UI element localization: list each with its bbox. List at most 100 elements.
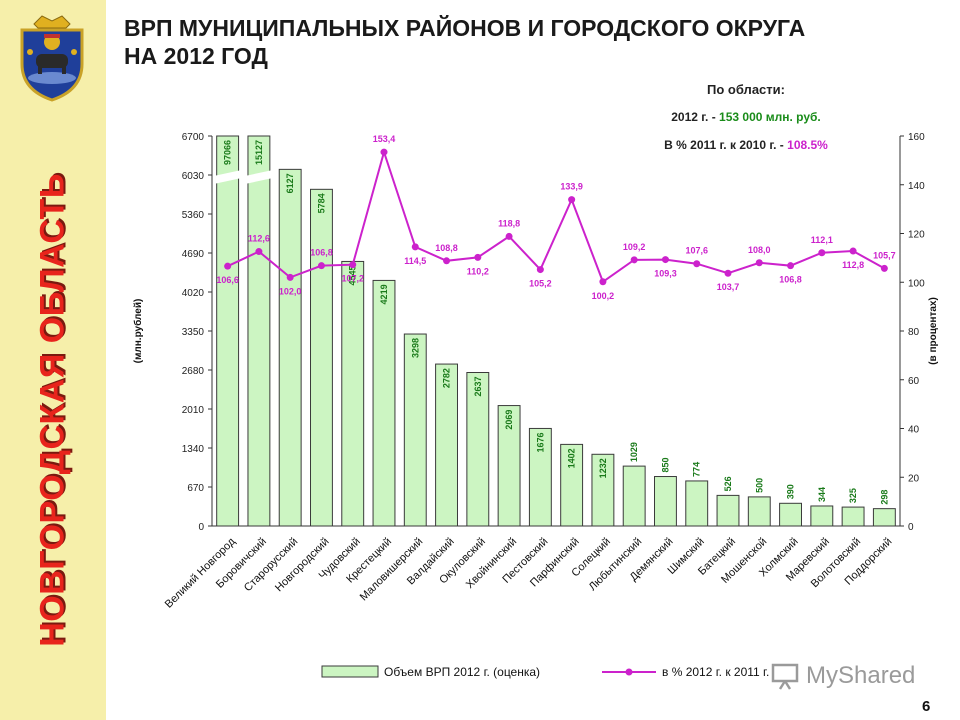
page-title-line2: НА 2012 ГОД [124, 43, 268, 69]
left-tick-label: 670 [187, 483, 204, 494]
bar-value-label: 2782 [442, 368, 452, 388]
bar [341, 260, 365, 527]
left-tick-label: 4020 [182, 288, 205, 299]
line-point [693, 260, 701, 268]
line-point [505, 232, 513, 240]
line-value-label: 118,8 [498, 218, 520, 228]
bar [278, 168, 302, 527]
line-value-label: 105,2 [529, 279, 552, 289]
bar-value-label: 344 [817, 487, 827, 502]
bar [403, 333, 427, 527]
legend-bar-label: Объем ВРП 2012 г. (оценка) [384, 665, 540, 679]
bar-value-label: 298 [879, 490, 889, 505]
line-value-label: 107,6 [685, 246, 708, 256]
axis-break-mark [213, 170, 242, 184]
watermark: MyShared [770, 658, 915, 694]
bar [716, 494, 740, 527]
line-value-label: 112,1 [811, 235, 833, 245]
left-axis-label: (млн.рублей) [132, 299, 144, 364]
right-tick-label: 80 [908, 327, 920, 338]
annotation-title: По области: [707, 82, 785, 97]
line-value-label: 106,6 [216, 275, 239, 285]
bar-value-label: 15127 [254, 140, 264, 165]
left-tick-label: 3350 [182, 327, 205, 338]
annotation-line2-prefix: В % 2011 г. к 2010 г. - [664, 138, 787, 152]
legend-line-marker [625, 668, 633, 676]
presentation-board-icon [771, 663, 799, 690]
bar-value-label: 526 [723, 476, 733, 491]
line-point [755, 259, 763, 267]
left-tick-label: 1340 [182, 444, 205, 455]
right-tick-label: 120 [908, 230, 925, 241]
line-point [411, 243, 419, 251]
left-tick-label: 5360 [182, 210, 205, 221]
bar [435, 363, 458, 527]
line-point [536, 266, 544, 274]
bar [841, 506, 865, 527]
bar-value-label: 5784 [316, 193, 326, 213]
line-value-label: 105,7 [873, 250, 896, 260]
line-point [787, 262, 795, 270]
line-point [818, 249, 826, 257]
line-value-label: 106,8 [310, 248, 333, 258]
left-tick-label: 6700 [182, 132, 205, 143]
coat-of-arms-icon [20, 15, 84, 102]
bar [685, 480, 709, 527]
right-tick-label: 100 [908, 278, 925, 289]
bar [591, 453, 615, 527]
bar [497, 405, 521, 527]
bar-value-label: 390 [786, 484, 796, 499]
axis-break-mark [244, 170, 273, 184]
bar-value-label: 4219 [379, 284, 389, 304]
right-tick-label: 140 [908, 181, 925, 192]
line-point [599, 278, 607, 286]
bar [466, 372, 490, 527]
bar-value-label: 1232 [598, 458, 608, 478]
bar-value-label: 850 [660, 457, 670, 472]
bar-value-label: 2069 [504, 410, 514, 430]
line-value-label: 114,5 [404, 256, 426, 266]
page-title-line1: ВРП МУНИЦИПАЛЬНЫХ РАЙОНОВ И ГОРОДСКОГО О… [124, 15, 806, 41]
bar-value-label: 6127 [285, 173, 295, 193]
right-tick-label: 160 [908, 132, 925, 143]
line-point [568, 196, 576, 204]
line-point [880, 264, 888, 272]
line-point [255, 248, 263, 256]
bar-value-label: 97066 [223, 140, 233, 165]
page-number: 6 [922, 698, 931, 715]
annotation-line2-value: 108.5% [787, 138, 828, 152]
bar-value-label: 1402 [567, 448, 577, 468]
line-point [317, 262, 325, 270]
line-point [849, 247, 857, 255]
bar [654, 476, 677, 527]
line-point [474, 253, 482, 261]
bar-value-label: 1676 [535, 432, 545, 452]
line-value-label: 107,2 [341, 274, 364, 284]
watermark-text: MyShared [806, 662, 916, 689]
sidebar: НОВГОРОДСКАЯ ОБЛАСТЬ [0, 0, 106, 720]
bar [779, 502, 802, 527]
bar [216, 135, 240, 527]
left-tick-label: 2680 [182, 366, 205, 377]
bar [622, 465, 646, 527]
left-tick-label: 2010 [182, 405, 205, 416]
line-value-label: 110,2 [467, 266, 489, 276]
line-value-label: 100,2 [592, 291, 615, 301]
line-point [349, 261, 357, 269]
right-tick-label: 60 [908, 376, 920, 387]
left-tick-label: 4690 [182, 249, 205, 260]
bar-value-label: 325 [848, 488, 858, 503]
sidebar-vertical-title: НОВГОРОДСКАЯ ОБЛАСТЬ [33, 173, 72, 647]
line-point [286, 273, 294, 281]
line-value-label: 153,4 [373, 134, 396, 144]
line-value-label: 106,8 [779, 275, 802, 285]
bar-value-label: 3298 [410, 338, 420, 358]
bar [810, 505, 834, 527]
right-tick-label: 20 [908, 473, 920, 484]
line-point [661, 256, 669, 264]
bar-value-label: 2637 [473, 377, 483, 397]
annotation-line1-value: 153 000 млн. руб. [719, 110, 821, 124]
right-tick-label: 40 [908, 425, 920, 436]
annotation-line2: В % 2011 г. к 2010 г. - 108.5% [664, 138, 828, 152]
line-value-label: 133,9 [560, 182, 583, 192]
